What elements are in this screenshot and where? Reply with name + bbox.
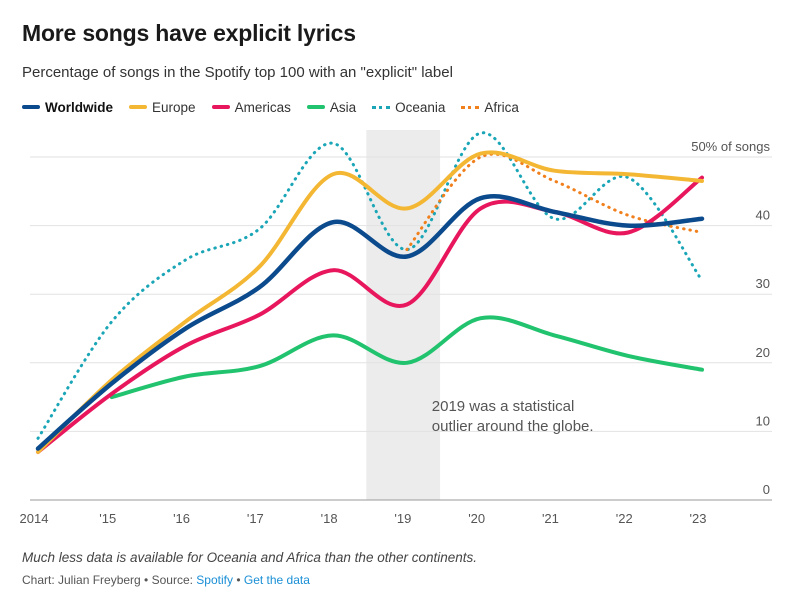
source-link[interactable]: Spotify bbox=[196, 573, 233, 587]
legend-item-americas: Americas bbox=[211, 99, 291, 115]
x-tick-label-2017: '17 bbox=[247, 511, 264, 526]
annotation-line-2: outlier around the globe. bbox=[432, 418, 594, 435]
get-data-link[interactable]: Get the data bbox=[243, 573, 310, 587]
chart-title: More songs have explicit lyrics bbox=[22, 20, 356, 46]
legend-label-oceania: Oceania bbox=[395, 99, 446, 115]
highlight-band-2019 bbox=[366, 130, 441, 500]
legend-label-americas: Americas bbox=[234, 99, 291, 115]
legend-label-asia: Asia bbox=[329, 99, 357, 115]
x-tick-label-2018: '18 bbox=[321, 511, 338, 526]
series-line-worldwide bbox=[35, 194, 705, 451]
y-tick-label-10: 10 bbox=[756, 413, 770, 428]
x-tick-label-2020: '20 bbox=[468, 511, 485, 526]
legend-item-asia: Asia bbox=[306, 99, 357, 115]
x-tick-label-2023: '23 bbox=[690, 511, 707, 526]
credit-line: Chart: Julian Freyberg • Source: Spotify… bbox=[22, 573, 310, 587]
legend-swatch-asia bbox=[306, 105, 325, 109]
x-tick-labels: 2014 '15 '16 '17 '18 '19 '20 '21 '22 '23 bbox=[20, 511, 707, 526]
x-tick-label-2021: '21 bbox=[542, 511, 559, 526]
y-tick-label-50: 50% of songs bbox=[691, 139, 770, 154]
legend-item-africa: Africa bbox=[461, 100, 519, 115]
x-tick-label-2022: '22 bbox=[616, 511, 633, 526]
y-tick-labels: 0 10 20 30 40 50% of songs bbox=[691, 139, 770, 497]
line-chart: 0 10 20 30 40 50% of songs 2014 '15 '16 '17 '18 '1… bbox=[20, 130, 772, 526]
series-line-africa bbox=[405, 152, 704, 252]
x-tick-label-2015: '15 bbox=[99, 511, 116, 526]
legend: Worldwide Europe Americas Asia Oceania A… bbox=[22, 98, 535, 116]
credit-separator-2: • bbox=[232, 573, 244, 587]
series-line-americas bbox=[36, 175, 704, 454]
credit-author: Chart: Julian Freyberg bbox=[22, 573, 141, 587]
legend-label-africa: Africa bbox=[484, 99, 519, 115]
series-line-asia bbox=[109, 315, 704, 400]
legend-label-worldwide: Worldwide bbox=[45, 99, 114, 115]
highlight-band-group bbox=[366, 130, 441, 500]
credit-source-prefix: Source: bbox=[151, 573, 197, 587]
annotation: 2019 was a statistical outlier around the… bbox=[432, 398, 594, 435]
legend-item-europe: Europe bbox=[129, 100, 196, 115]
legend-item-oceania: Oceania bbox=[372, 100, 445, 115]
series-line-oceania bbox=[36, 131, 704, 440]
series-line-europe bbox=[36, 150, 704, 454]
chart-subtitle: Percentage of songs in the Spotify top 1… bbox=[22, 64, 453, 81]
legend-swatch-americas bbox=[211, 105, 230, 109]
y-tick-label-40: 40 bbox=[756, 208, 770, 223]
x-tick-label-2014: 2014 bbox=[20, 511, 49, 526]
series-lines bbox=[35, 131, 705, 454]
y-tick-label-30: 30 bbox=[756, 276, 770, 291]
x-tick-label-2019: '19 bbox=[394, 511, 411, 526]
footnote: Much less data is available for Oceania … bbox=[22, 550, 478, 565]
legend-label-europe: Europe bbox=[152, 99, 196, 115]
y-tick-label-0: 0 bbox=[763, 482, 770, 497]
y-tick-label-20: 20 bbox=[756, 345, 770, 360]
legend-item-worldwide: Worldwide bbox=[22, 100, 113, 115]
x-tick-label-2016: '16 bbox=[173, 511, 190, 526]
credit-separator: • bbox=[140, 573, 152, 587]
annotation-line-1: 2019 was a statistical bbox=[432, 398, 575, 415]
legend-swatch-europe bbox=[129, 105, 148, 109]
legend-swatch-worldwide bbox=[22, 105, 40, 109]
legend-swatch-oceania bbox=[372, 105, 391, 109]
legend-swatch-africa bbox=[461, 105, 480, 109]
